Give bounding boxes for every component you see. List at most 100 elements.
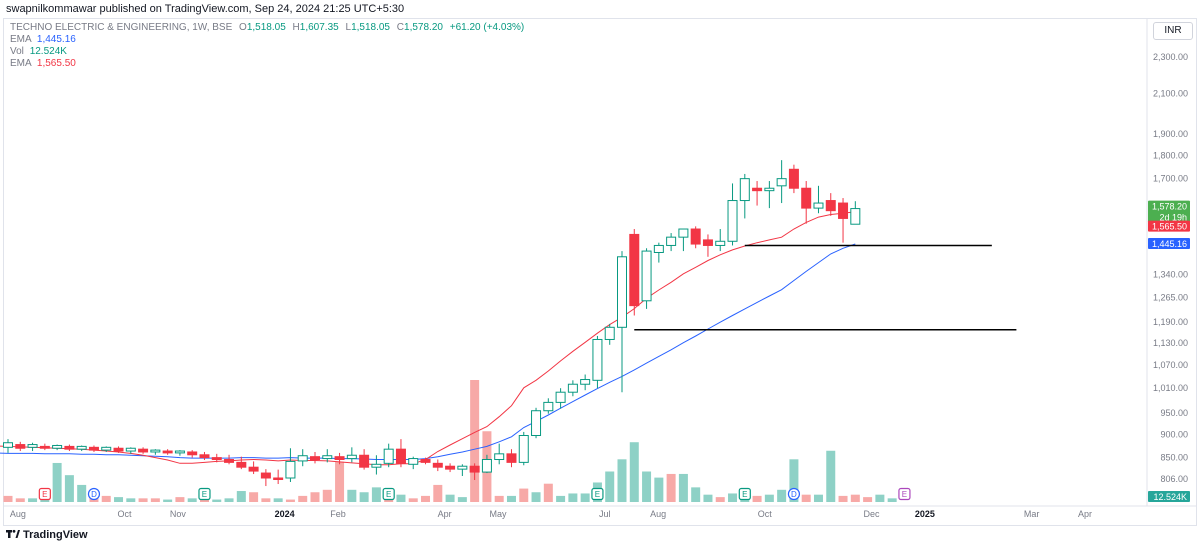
- candle-body: [3, 442, 13, 448]
- volume-bar: [605, 471, 615, 502]
- tradingview-logo-icon: [6, 529, 20, 538]
- candle-body: [764, 187, 775, 192]
- event-marker-label: E: [902, 490, 907, 499]
- volume-bar: [642, 471, 652, 502]
- candle-body: [420, 459, 431, 463]
- dividend-marker: [87, 487, 101, 501]
- x-tick-label: May: [490, 509, 508, 519]
- legend-ema2-label: EMA: [10, 58, 32, 69]
- x-tick-label: Apr: [1078, 509, 1092, 519]
- volume-bar: [629, 442, 639, 502]
- chart-canvas[interactable]: 2,300.00 2,100.00 1,900.00 1,800.00 1,700.00…: [0, 0, 1200, 526]
- candle-body: [788, 168, 799, 189]
- x-tick-label: Oct: [758, 509, 773, 519]
- candle-body: [150, 449, 161, 453]
- candle-body: [469, 465, 480, 473]
- candle-body: [518, 435, 529, 463]
- x-tick-label: Aug: [10, 509, 26, 519]
- candle-body: [629, 233, 640, 307]
- volume-bar: [715, 497, 725, 502]
- candle-body: [273, 477, 284, 481]
- event-marker-label: D: [91, 490, 97, 499]
- legend-high-value: 1,607.35: [299, 22, 339, 33]
- candle-body: [260, 472, 271, 479]
- legend-ema2-row[interactable]: EMA 1,565.50: [10, 58, 76, 69]
- price-tag-countdown: 2d 19h: [1159, 213, 1187, 223]
- candle-body: [506, 453, 517, 463]
- x-tick-label: 2024: [275, 509, 295, 519]
- candle-body: [322, 455, 333, 460]
- volume-bar: [236, 491, 246, 502]
- legend-symbol[interactable]: TECHNO ELECTRIC & ENGINEERING, 1W, BSE: [10, 22, 233, 33]
- candle-body: [187, 451, 198, 456]
- candle-body: [39, 445, 50, 449]
- candle-body: [653, 244, 664, 254]
- legend-ema2-value: 1,565.50: [36, 58, 76, 69]
- candle-body: [15, 444, 26, 449]
- earnings-marker: [382, 487, 395, 501]
- legend-open-label: O: [239, 22, 247, 33]
- volume-bar: [703, 494, 713, 502]
- volume-bar: [801, 494, 811, 502]
- x-tick-label: Aug: [650, 509, 666, 519]
- volume-bar: [199, 499, 209, 502]
- event-marker-label: E: [42, 490, 47, 499]
- candle-body: [543, 401, 554, 412]
- legend-ema1-label: EMA: [10, 34, 32, 45]
- volume-bar: [875, 494, 885, 502]
- y-tick-label: 1,340.00: [1153, 269, 1188, 279]
- volume-bar: [101, 495, 111, 502]
- volume-bar: [691, 487, 701, 502]
- candle-body: [297, 455, 308, 462]
- candle-body: [101, 446, 112, 451]
- candle-body: [285, 460, 296, 479]
- y-tick-label: 1,700.00: [1153, 174, 1188, 184]
- candle-body: [752, 187, 763, 192]
- tradingview-logo[interactable]: TradingView: [6, 529, 88, 541]
- legend-low-label: L: [345, 22, 352, 33]
- candle-body: [850, 208, 861, 225]
- candle-body: [813, 202, 824, 209]
- candle-body: [113, 447, 124, 452]
- candle-body: [825, 200, 836, 212]
- candle-body: [666, 236, 677, 246]
- volume-bar: [506, 495, 516, 502]
- volume-bar: [175, 497, 185, 502]
- candle-body: [248, 466, 259, 472]
- candle-body: [481, 459, 492, 473]
- y-tick-label: 950.00: [1160, 408, 1188, 418]
- volume-bar: [150, 498, 160, 502]
- currency-button[interactable]: INR: [1153, 22, 1193, 40]
- ema-slow-line: [0, 243, 856, 460]
- candle-body: [592, 338, 603, 381]
- legend-close-label: C: [396, 22, 405, 33]
- legend-volume-row[interactable]: Vol 12.524K: [10, 46, 67, 57]
- volume-bar: [850, 494, 860, 502]
- x-tick-label: Nov: [170, 509, 187, 519]
- volume-bar: [728, 493, 738, 502]
- candle-body: [395, 448, 406, 464]
- volume-bar: [543, 483, 553, 502]
- legend-ema1-row[interactable]: EMA 1,445.16: [10, 34, 76, 45]
- candle-body: [334, 456, 345, 461]
- price-tag-value: 1,578.20: [1152, 202, 1187, 212]
- volume-bar: [3, 495, 13, 502]
- volume-bar: [396, 494, 406, 502]
- x-tick-label: Feb: [330, 509, 346, 519]
- candle-body: [727, 200, 738, 242]
- candle-body: [359, 454, 370, 468]
- y-tick-label: 2,300.00: [1153, 52, 1188, 62]
- legend-high-label: H: [292, 22, 300, 33]
- ema-fast-line: [0, 211, 856, 466]
- candle-body: [641, 250, 652, 302]
- candle-body: [224, 459, 235, 463]
- volume-bar: [138, 498, 148, 502]
- volume-bar: [887, 498, 897, 502]
- chart-frame[interactable]: [3, 18, 1197, 526]
- volume-bar: [15, 498, 25, 502]
- y-tick-label: 1,130.00: [1153, 338, 1188, 348]
- volume-bar: [531, 492, 541, 502]
- volume-bar: [470, 380, 480, 502]
- tradingview-logo-text: TradingView: [23, 529, 88, 541]
